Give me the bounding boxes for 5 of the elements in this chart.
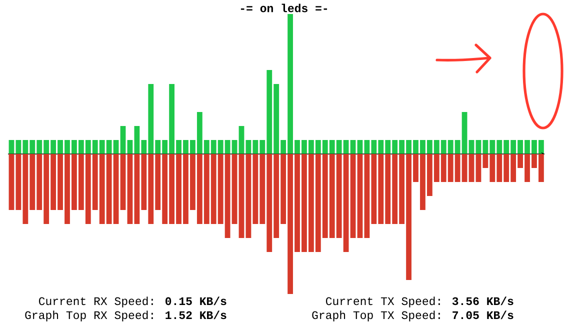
text: Current TX Speed: 3.56 KB/s bbox=[326, 296, 514, 308]
text: Current RX Speed: 0.15 KB/s bbox=[38, 296, 226, 308]
text: Graph Top TX Speed: 7.05 KB/s bbox=[312, 310, 514, 322]
text: Graph Top RX Speed: 1.52 KB/s bbox=[25, 310, 226, 322]
chart-title: -= on leds =- bbox=[240, 4, 328, 12]
